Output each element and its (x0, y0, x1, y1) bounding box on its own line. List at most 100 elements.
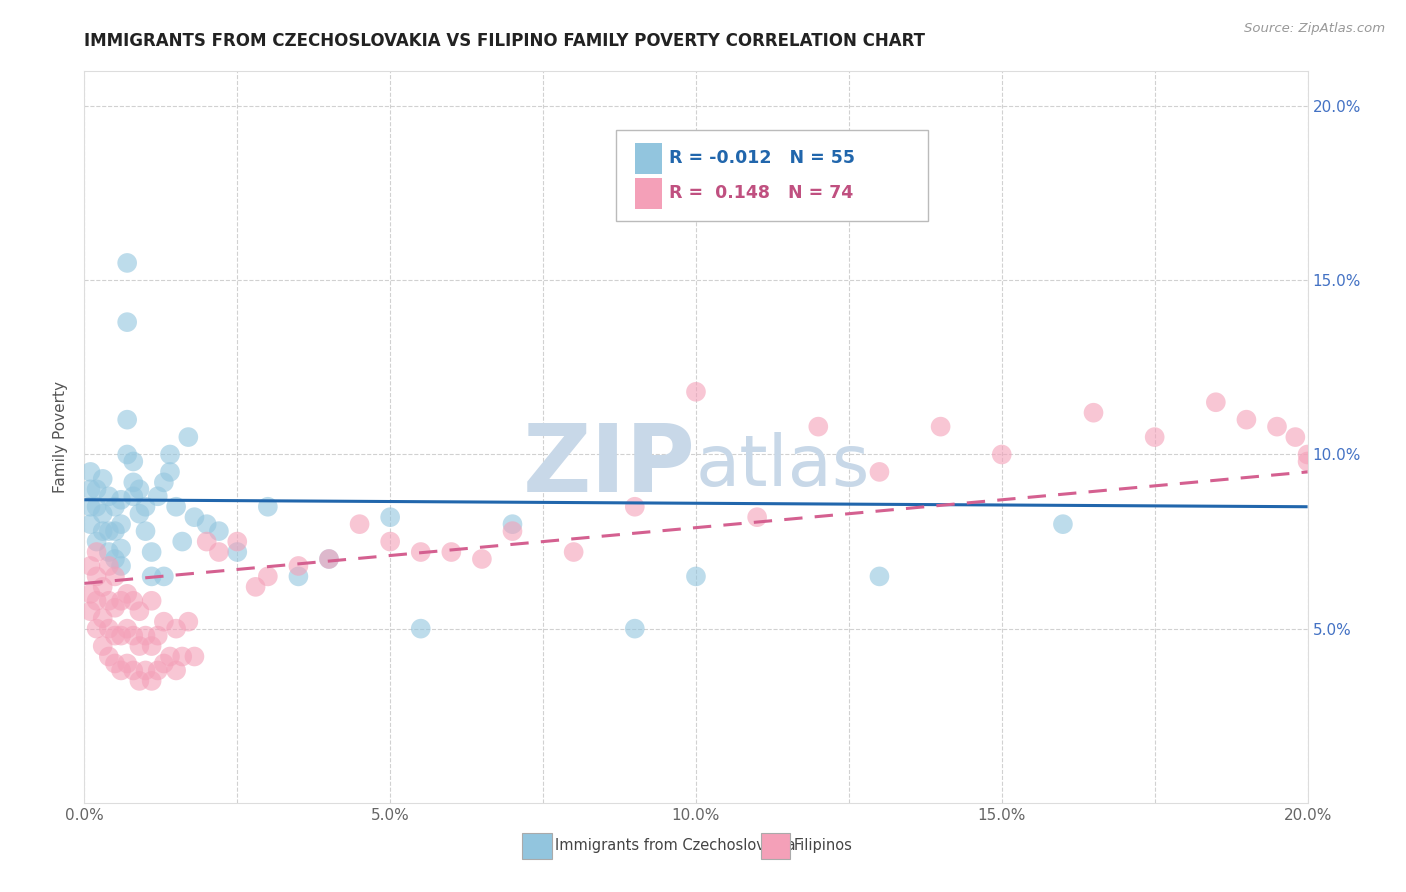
Point (141, 545, 163, 559)
Point (287, 558, 309, 573)
Point (1296, 448, 1319, 462)
Y-axis label: Family Poverty: Family Poverty (53, 381, 69, 493)
Point (110, 517, 132, 532)
FancyBboxPatch shape (636, 143, 662, 174)
Point (115, 315, 138, 329)
Point (471, 552, 494, 566)
Point (104, 524, 127, 538)
Point (257, 569, 280, 583)
Text: R = -0.012   N = 55: R = -0.012 N = 55 (669, 149, 855, 167)
Point (79, 604, 101, 618)
Point (115, 412, 138, 426)
Point (172, 649, 194, 664)
Point (91, 611, 114, 625)
Point (685, 384, 707, 399)
Point (440, 545, 463, 559)
Point (91, 507, 114, 521)
Point (122, 664, 145, 678)
Point (141, 594, 163, 608)
Point (86, 622, 108, 636)
Point (747, 510, 769, 524)
Point (122, 454, 145, 468)
Point (110, 629, 132, 643)
Point (318, 552, 340, 566)
Point (1205, 395, 1227, 409)
Point (97, 524, 120, 538)
Point (141, 639, 163, 653)
Point (110, 558, 132, 573)
Point (318, 552, 340, 566)
Point (165, 664, 187, 678)
Point (165, 622, 187, 636)
Text: Filipinos: Filipinos (794, 838, 852, 854)
Point (97, 622, 120, 636)
Point (97, 545, 120, 559)
Point (135, 524, 157, 538)
Point (79, 500, 101, 514)
Point (91, 472, 114, 486)
Point (115, 657, 138, 671)
Point (135, 629, 157, 643)
Point (991, 448, 1014, 462)
Point (104, 552, 127, 566)
Point (91, 524, 114, 538)
Point (104, 500, 127, 514)
Text: ZIP: ZIP (523, 420, 696, 512)
Point (208, 545, 231, 559)
Point (104, 569, 127, 583)
Text: Immigrants from Czechoslovakia: Immigrants from Czechoslovakia (555, 838, 796, 854)
Point (409, 622, 432, 636)
Point (146, 489, 169, 503)
Point (86, 594, 108, 608)
Text: Source: ZipAtlas.com: Source: ZipAtlas.com (1244, 22, 1385, 36)
Point (159, 649, 181, 664)
Point (165, 500, 187, 514)
Point (86, 483, 108, 497)
Point (869, 465, 891, 479)
Point (562, 545, 585, 559)
Point (128, 673, 150, 688)
Point (380, 534, 402, 549)
Point (146, 629, 169, 643)
Point (195, 534, 218, 549)
Point (807, 419, 830, 434)
Point (1052, 517, 1074, 532)
FancyBboxPatch shape (522, 833, 551, 859)
Point (183, 510, 205, 524)
FancyBboxPatch shape (636, 178, 662, 209)
Point (122, 629, 145, 643)
Point (195, 517, 218, 532)
Point (177, 430, 200, 444)
Point (929, 419, 952, 434)
Point (104, 629, 127, 643)
Point (91, 639, 114, 653)
Point (104, 600, 127, 615)
Point (502, 524, 524, 538)
Point (97, 558, 120, 573)
Point (153, 657, 176, 671)
Point (287, 569, 309, 583)
Point (502, 517, 524, 532)
Point (177, 615, 200, 629)
FancyBboxPatch shape (761, 833, 790, 859)
Point (349, 517, 371, 532)
Point (128, 604, 150, 618)
Point (1236, 412, 1258, 426)
Point (115, 256, 138, 270)
Point (110, 664, 132, 678)
Point (86, 534, 108, 549)
Point (135, 664, 157, 678)
Point (97, 649, 120, 664)
Point (97, 489, 120, 503)
Point (153, 615, 176, 629)
Point (115, 448, 138, 462)
Point (1265, 419, 1288, 434)
Point (79, 517, 101, 532)
Point (380, 510, 402, 524)
Point (110, 594, 132, 608)
Point (135, 500, 157, 514)
Text: IMMIGRANTS FROM CZECHOSLOVAKIA VS FILIPINO FAMILY POVERTY CORRELATION CHART: IMMIGRANTS FROM CZECHOSLOVAKIA VS FILIPI… (84, 32, 925, 50)
Point (1083, 406, 1105, 420)
Point (79, 483, 101, 497)
Point (153, 475, 176, 490)
